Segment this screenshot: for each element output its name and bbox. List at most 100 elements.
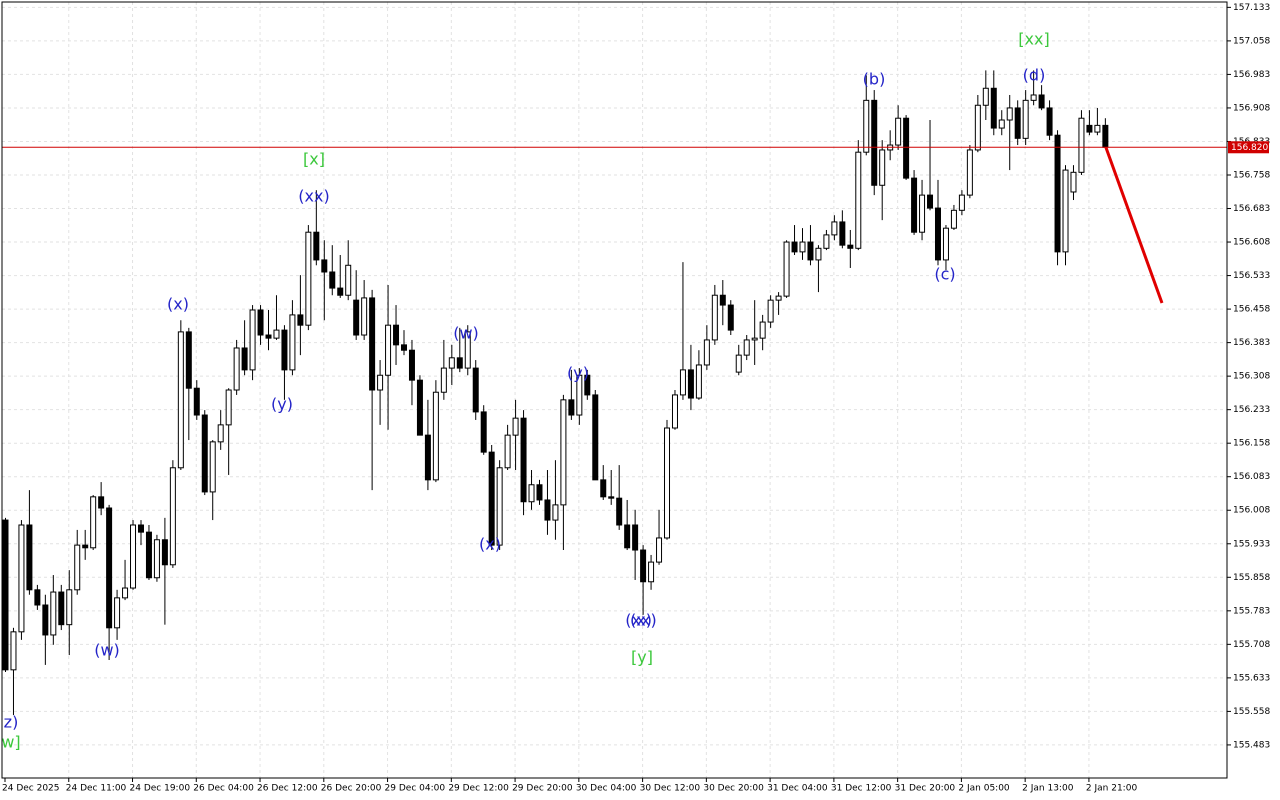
candle-body: [1006, 107, 1013, 121]
x-tick-label: 30 Dec 12:00: [640, 784, 701, 794]
candle-body: [1070, 171, 1077, 193]
wave-label: z): [4, 713, 19, 732]
candle-body: [361, 297, 368, 336]
candle-body: [66, 589, 73, 626]
forecast-line: [1104, 146, 1164, 304]
candle-body: [711, 294, 718, 341]
candle-body: [114, 597, 121, 629]
candle-body: [719, 294, 726, 306]
plot-frame: [1, 1, 1228, 779]
y-tick-label: 156.458: [1233, 305, 1270, 315]
candle-body: [560, 399, 567, 506]
candle-body: [616, 497, 623, 526]
wave-label: (x): [167, 295, 189, 314]
candle-body: [759, 321, 766, 339]
candle-body: [911, 177, 918, 233]
candle-body: [879, 149, 886, 186]
candle-body: [369, 297, 376, 391]
y-tick-label: 155.633: [1233, 673, 1270, 683]
candle-body: [137, 524, 144, 533]
candle-body: [448, 357, 455, 369]
candle-body: [177, 331, 184, 469]
candle-body: [520, 417, 527, 503]
wave-label: (xx): [298, 187, 329, 206]
candle-body: [265, 334, 272, 339]
candle-body: [552, 504, 559, 521]
candle-body: [592, 394, 599, 481]
candle-body: [233, 347, 240, 391]
last-price-box: [1228, 141, 1269, 154]
candle-body: [313, 231, 320, 261]
candle-body: [10, 631, 17, 671]
candle-body: [1014, 107, 1021, 139]
candle-body: [201, 414, 208, 493]
wave-label: [xx]: [1018, 30, 1049, 49]
candle-body: [982, 87, 989, 106]
candle-body: [966, 149, 973, 196]
candle-body: [703, 339, 710, 366]
candle-body: [1022, 99, 1029, 139]
candle-body: [536, 484, 543, 501]
candle-body: [679, 369, 686, 396]
candle-body: [695, 364, 702, 399]
candle-body: [257, 309, 264, 336]
y-tick-label: 156.308: [1233, 372, 1270, 382]
candles: [2, 70, 1109, 715]
y-tick-label: 156.158: [1233, 439, 1270, 449]
candle-body: [416, 379, 423, 436]
y-tick-label: 156.383: [1233, 338, 1270, 348]
y-tick-label: 156.983: [1233, 70, 1270, 80]
candle-body: [130, 524, 137, 589]
wave-label: (x): [479, 535, 501, 554]
x-tick-label: 30 Dec 04:00: [576, 784, 637, 794]
candle-body: [464, 331, 471, 369]
y-tick-label: 157.133: [1233, 3, 1270, 13]
candle-body: [783, 241, 790, 297]
candle-body: [440, 367, 447, 393]
candle-body: [863, 99, 870, 153]
candle-body: [90, 496, 97, 549]
candle-body: [895, 117, 902, 146]
y-tick-label: 155.783: [1233, 606, 1270, 616]
candle-body: [544, 499, 551, 521]
overlay: 156.820 z)w] (w) (x) (y) [x] (xx) (w) (x) (y) (xx)…: [1, 30, 1269, 752]
wave-label: [x]: [303, 150, 325, 169]
candle-body: [990, 87, 997, 129]
candle-body: [496, 467, 503, 546]
candle-body: [855, 151, 862, 249]
wave-label: [y]: [631, 648, 653, 667]
x-tick-label: 26 Dec 12:00: [257, 784, 318, 794]
candle-body: [385, 324, 392, 376]
candle-body: [791, 241, 798, 253]
candle-body: [424, 434, 431, 481]
candle-body: [145, 531, 152, 579]
y-tick-label: 156.683: [1233, 204, 1270, 214]
candle-body: [241, 347, 248, 371]
candle-body: [329, 271, 336, 289]
candle-body: [480, 411, 487, 453]
candle-body: [942, 227, 949, 261]
candle-body: [273, 329, 280, 339]
candle-body: [664, 427, 671, 539]
candle-body: [998, 119, 1005, 129]
candle-body: [393, 324, 400, 346]
candle-body: [608, 496, 615, 499]
wave-label: (y): [567, 364, 589, 383]
candle-body: [82, 544, 89, 549]
candle-body: [584, 374, 591, 396]
candle-body: [34, 589, 41, 606]
candle-body: [504, 434, 511, 469]
candle-body: [345, 264, 352, 296]
x-tick-label: 2 Jan 05:00: [958, 784, 1010, 794]
y-tick-label: 155.933: [1233, 539, 1270, 549]
y-tick-label: 156.758: [1233, 170, 1270, 180]
candle-body: [727, 304, 734, 331]
candle-body: [839, 221, 846, 246]
y-tick-label: 156.533: [1233, 271, 1270, 281]
candle-body: [735, 354, 742, 373]
wave-label: (y): [271, 395, 293, 414]
candle-body: [687, 369, 694, 399]
candle-body: [50, 591, 57, 636]
candle-body: [1038, 94, 1045, 109]
